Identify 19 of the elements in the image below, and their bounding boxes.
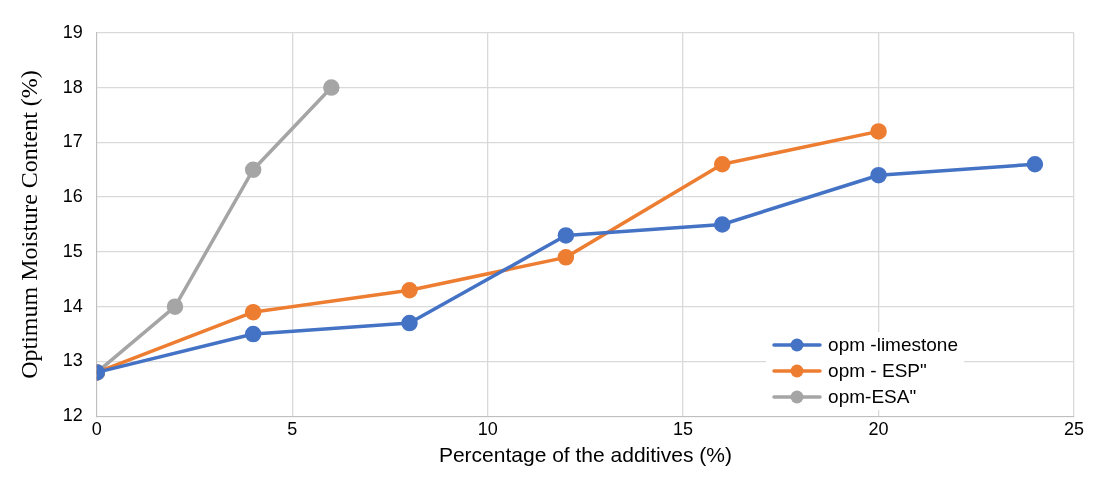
y-tick-label: 14	[62, 295, 83, 316]
y-tick-label: 19	[62, 21, 83, 42]
x-tick-label: 10	[477, 418, 498, 439]
y-tick-label: 16	[62, 186, 83, 207]
x-tick-label: 20	[868, 418, 889, 439]
legend-label: opm-ESA"	[828, 386, 917, 409]
x-tick-label: 15	[673, 418, 694, 439]
x-tick-label: 5	[287, 418, 298, 439]
y-tick-label: 12	[62, 405, 83, 426]
y-tick-label: 13	[62, 350, 83, 371]
y-tick-label: 15	[62, 240, 83, 261]
legend-label: opm -limestone	[828, 334, 958, 357]
x-axis-title: Percentage of the additives (%)	[438, 443, 732, 467]
y-tick-label: 17	[62, 131, 83, 152]
legend-label: opm - ESP"	[828, 360, 927, 383]
x-tick-label: 0	[91, 418, 102, 439]
x-tick-label: 25	[1063, 418, 1085, 439]
y-axis-title: Optimum Moisture Content (%)	[15, 70, 42, 379]
y-tick-label: 18	[62, 76, 83, 97]
